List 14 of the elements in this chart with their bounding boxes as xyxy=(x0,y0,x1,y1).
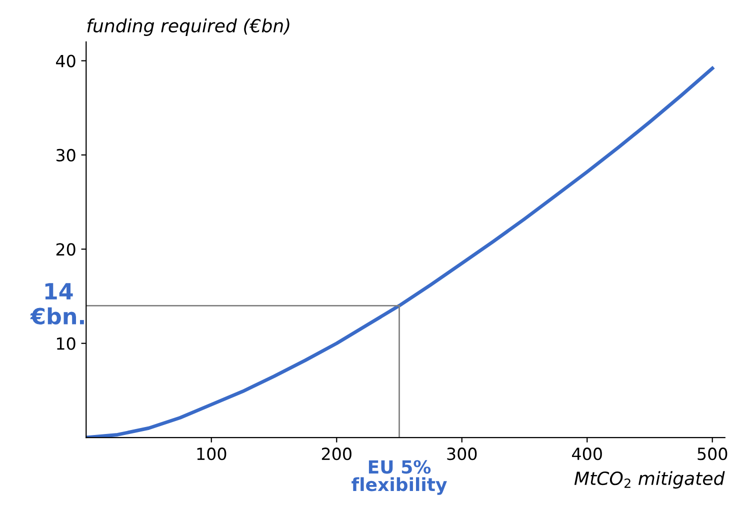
y-tick-label: 30 xyxy=(56,148,76,162)
x-tick-label: 200 xyxy=(322,448,352,460)
ref-line-label: EU 5% flexibility xyxy=(352,460,447,495)
y-tick-label: 10 xyxy=(57,337,76,350)
y-tick-label: 20 xyxy=(56,243,76,256)
x-tick-label: 100 xyxy=(197,448,226,460)
y-axis-title: funding required (€bn) xyxy=(87,18,290,36)
x-tick-label: 300 xyxy=(447,448,477,460)
x-tick-label: 400 xyxy=(572,448,602,460)
ref-line-label: 14 €bn. xyxy=(30,283,84,325)
x-tick-label: 500 xyxy=(698,448,728,460)
x-axis-title: MtCO$_{2}$ mitigated xyxy=(574,471,725,489)
y-tick-label: 40 xyxy=(56,54,76,68)
line-series xyxy=(86,66,714,438)
